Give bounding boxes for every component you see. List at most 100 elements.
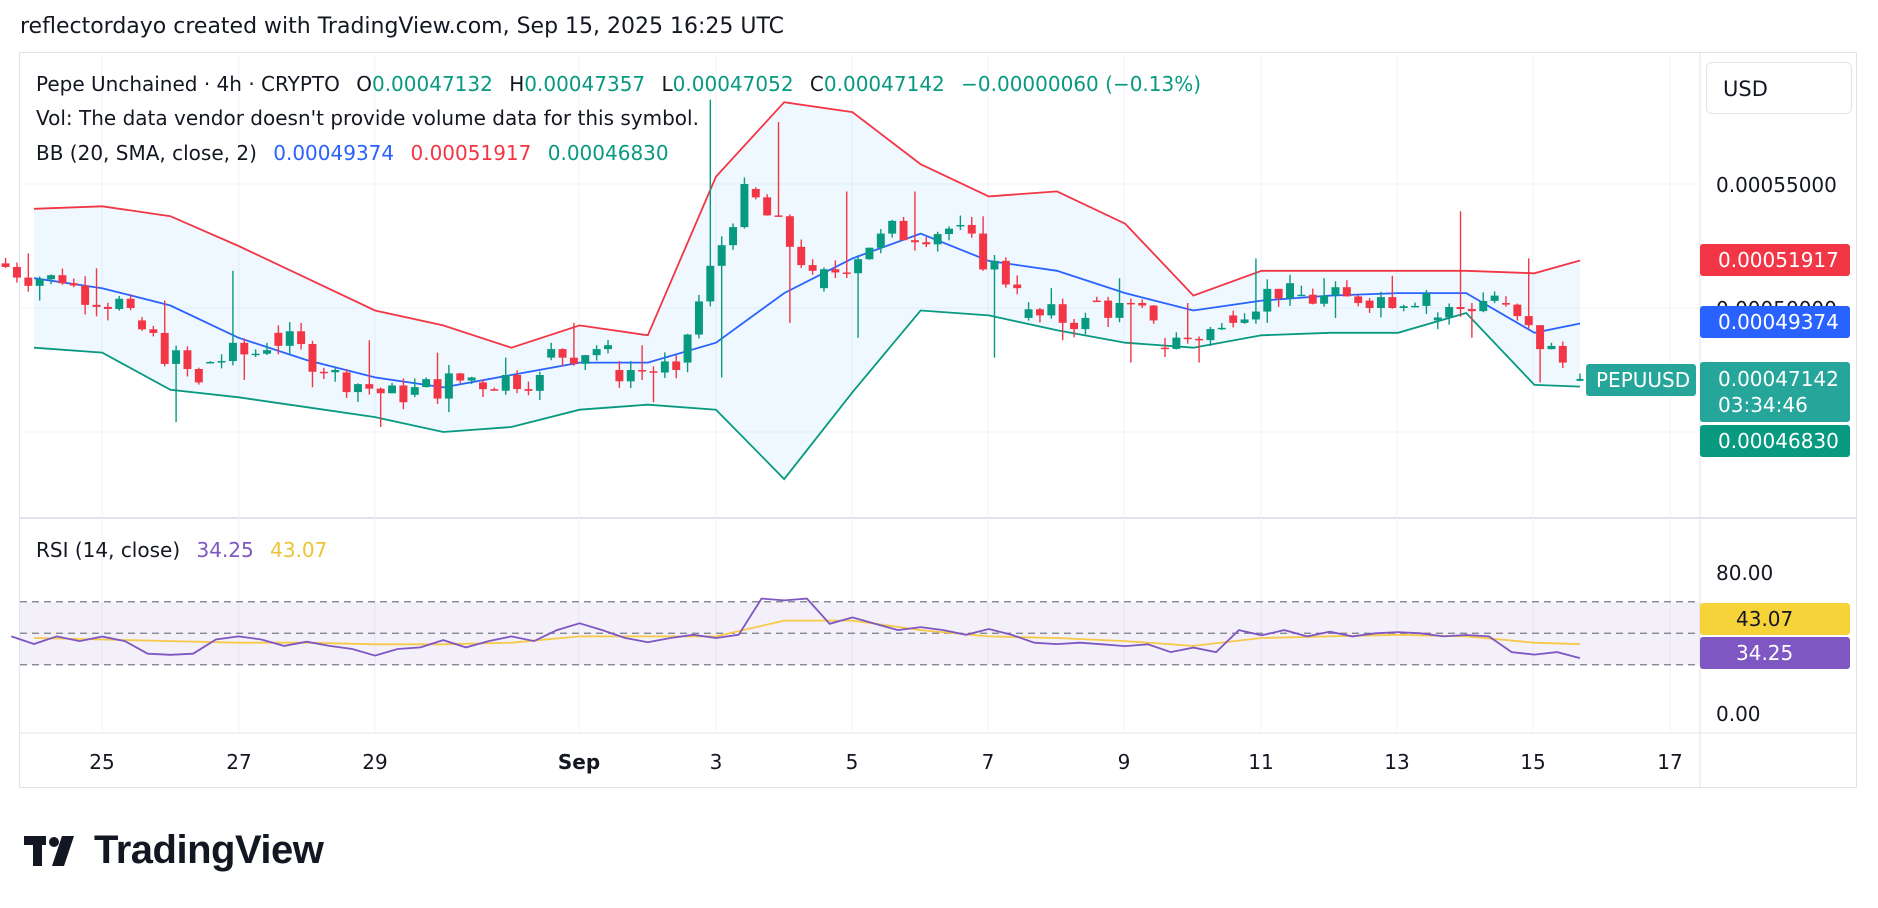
bb-upper-badge: 0.00051917 (1700, 244, 1850, 276)
time-tick-label: 13 (1384, 750, 1410, 774)
candle-body (1, 263, 10, 267)
candle-body (979, 233, 988, 270)
candle-body (365, 384, 374, 389)
candle-body (865, 247, 874, 260)
volume-legend: Vol: The data vendor doesn't provide vol… (36, 106, 699, 130)
candle-body (820, 269, 828, 289)
candle-body (535, 374, 544, 391)
candle-body (1286, 283, 1294, 299)
candle-body (319, 371, 328, 374)
candle-body (1433, 317, 1442, 321)
candle-body (103, 306, 112, 309)
candle-body (115, 298, 124, 309)
candle-body (490, 389, 499, 391)
candle-body (1001, 260, 1010, 285)
candle-body (1149, 305, 1158, 321)
candle-body (1013, 284, 1022, 289)
candle-body (1467, 309, 1476, 312)
candle-body (1411, 305, 1420, 308)
candle-body (1547, 345, 1556, 350)
candle-body (854, 259, 863, 274)
candle-body (729, 227, 738, 246)
candle-body (660, 361, 669, 373)
candle-body (763, 197, 772, 216)
rsi-legend: RSI (14, close) 34.25 43.07 (36, 538, 327, 562)
candle-body (1161, 347, 1169, 350)
bb-lower-badge: 0.00046830 (1700, 425, 1850, 457)
candle-body (1081, 317, 1090, 330)
bb-lower-line (33, 309, 1581, 481)
candle-body (842, 272, 851, 274)
candle-body (706, 265, 715, 302)
bb-upper-value: 0.00051917 (410, 141, 532, 165)
candle-body (81, 285, 90, 305)
time-tick-label: Sep (557, 750, 601, 774)
rsi-line (11, 597, 1581, 659)
candle-body (206, 361, 215, 364)
rsi-ma-line (33, 619, 1581, 647)
candle-body (1524, 316, 1533, 326)
high-key: H (509, 72, 525, 96)
symbol-legend: Pepe Unchained · 4h · CRYPTO O0.00047132… (36, 72, 1201, 96)
time-tick-label: 11 (1248, 750, 1274, 774)
candle-body (956, 224, 965, 227)
candle-body (604, 345, 612, 350)
candle-body (342, 372, 351, 393)
time-tick-label: 15 (1520, 750, 1546, 774)
candle-body (172, 350, 181, 364)
candle-body (1376, 297, 1385, 308)
candle-body (1126, 302, 1135, 305)
candle-body (626, 370, 635, 382)
candle-body (649, 371, 658, 373)
time-tick-label: 17 (1657, 750, 1683, 774)
candle-body (945, 228, 953, 235)
candle-body (922, 242, 931, 245)
rsi-tick-label: 80.00 (1716, 561, 1774, 585)
candle-body (353, 384, 362, 393)
candle-body (149, 329, 158, 333)
candle-body (933, 234, 942, 245)
open-key: O (356, 72, 372, 96)
candle-body (297, 331, 306, 345)
tradingview-logo[interactable]: TradingView (24, 828, 324, 873)
candle-body (1490, 295, 1499, 301)
symbol-title[interactable]: Pepe Unchained · 4h · CRYPTO (36, 72, 340, 96)
candle-body (638, 370, 647, 372)
candle-body (308, 344, 317, 372)
change-value: −0.00000060 (−0.13%) (961, 72, 1202, 96)
time-tick-label: 5 (845, 750, 859, 774)
bb-basis-badge: 0.00049374 (1700, 306, 1850, 338)
candle-body (467, 377, 476, 381)
candle-body (251, 353, 260, 356)
high-value: 0.00047357 (524, 72, 646, 96)
candle-body (1331, 287, 1340, 296)
candle-body (1251, 311, 1260, 320)
candle-body (240, 342, 249, 355)
candle-body (1195, 338, 1204, 341)
candle-body (740, 184, 749, 228)
candle-body (558, 349, 567, 358)
candle-body (274, 332, 283, 346)
candle-body (1274, 288, 1283, 299)
time-tick-label: 25 (89, 750, 115, 774)
candle-body (751, 188, 760, 198)
candle-body (1399, 306, 1408, 308)
header-watermark: reflectordayo created with TradingView.c… (20, 14, 785, 39)
candle-body (331, 370, 340, 373)
rsi-value: 34.25 (196, 538, 254, 562)
close-value: 0.00047142 (823, 72, 945, 96)
candle-body (569, 357, 578, 364)
bb-label[interactable]: BB (20, SMA, close, 2) (36, 141, 257, 165)
candle-body (1558, 345, 1567, 363)
time-tick-label: 3 (709, 750, 723, 774)
candle-body (524, 389, 533, 391)
candle-body (1354, 296, 1363, 304)
candle-body (1206, 329, 1215, 341)
currency-selector[interactable]: USD (1706, 62, 1852, 114)
rsi-label[interactable]: RSI (14, close) (36, 538, 181, 562)
candle-body (888, 220, 897, 234)
candle-body (797, 246, 806, 266)
candle-body (444, 373, 453, 399)
low-value: 0.00047052 (672, 72, 794, 96)
